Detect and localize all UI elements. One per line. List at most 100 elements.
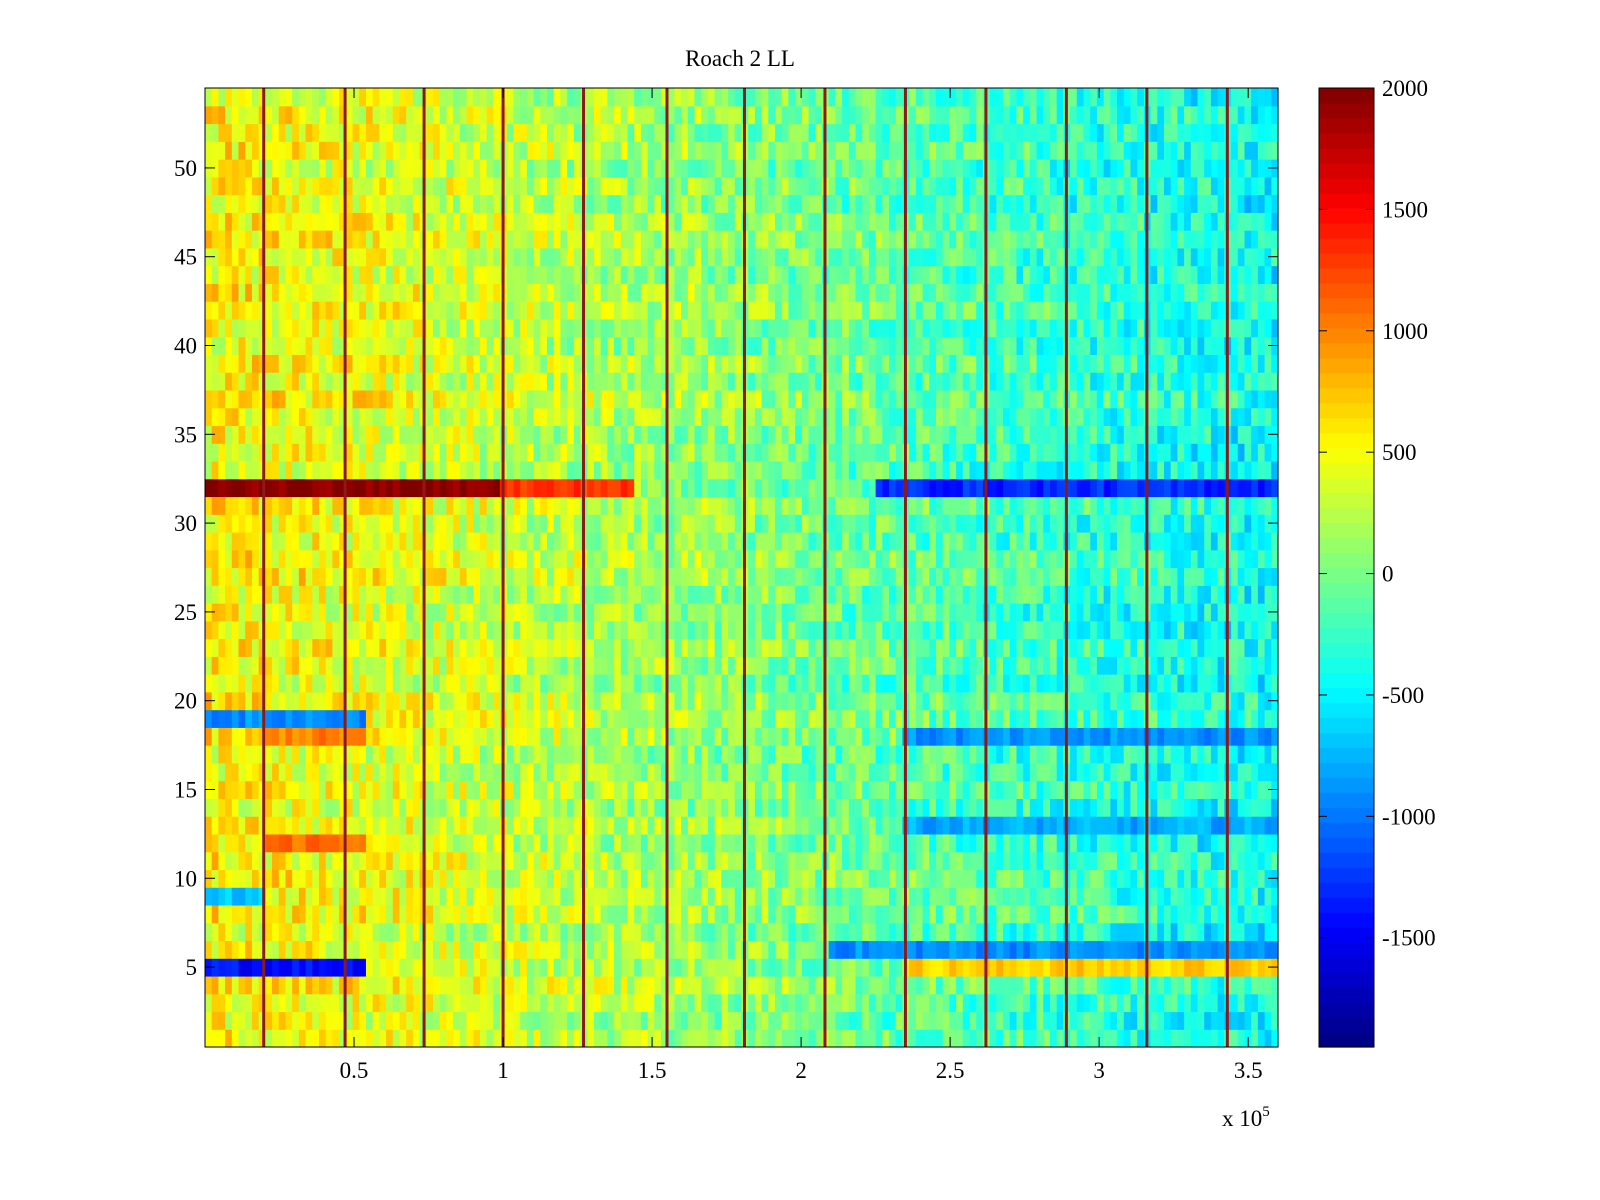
- heatmap-cell: [1190, 585, 1199, 604]
- heatmap-cell: [587, 833, 595, 853]
- heatmap-cell: [1237, 1011, 1246, 1030]
- heatmap-cell: [1150, 869, 1158, 888]
- heatmap-cell: [1217, 904, 1225, 924]
- heatmap-cell: [526, 762, 535, 782]
- heatmap-cell: [392, 638, 401, 657]
- heatmap-cell: [795, 780, 803, 799]
- heatmap-cell: [889, 833, 897, 853]
- heatmap-cell: [828, 869, 836, 888]
- heatmap-cell: [788, 603, 796, 622]
- heatmap-cell: [305, 851, 313, 871]
- heatmap-cell: [1150, 549, 1158, 569]
- heatmap-cell: [1076, 496, 1085, 515]
- heatmap-cell: [714, 549, 722, 569]
- heatmap-cell: [855, 816, 863, 835]
- heatmap-cell: [1264, 975, 1272, 995]
- heatmap-cell: [298, 816, 307, 835]
- heatmap-cell: [962, 531, 971, 551]
- heatmap-cell: [272, 904, 280, 924]
- heatmap-cell: [426, 816, 434, 835]
- heatmap-cell: [889, 656, 897, 675]
- heatmap-cell: [976, 603, 984, 622]
- heatmap-cell: [1244, 833, 1252, 853]
- heatmap-cell: [1103, 975, 1111, 995]
- heatmap-cell: [567, 638, 575, 657]
- heatmap-cell: [687, 638, 696, 657]
- heatmap-cell: [701, 940, 709, 959]
- heatmap-cell: [795, 816, 803, 835]
- heatmap-cell: [1177, 691, 1185, 711]
- heatmap-cell: [687, 674, 696, 693]
- heatmap-cell: [1049, 798, 1058, 817]
- heatmap-cell: [949, 1011, 957, 1030]
- heatmap-cell: [493, 727, 501, 746]
- heatmap-cell: [1043, 904, 1051, 924]
- heatmap-cell: [1003, 887, 1011, 906]
- heatmap-cell: [292, 620, 300, 640]
- heatmap-cell: [828, 549, 836, 569]
- heatmap-cell: [278, 514, 287, 533]
- heatmap-cell: [319, 780, 327, 799]
- heatmap-cell: [1184, 567, 1192, 586]
- heatmap-cell: [386, 816, 394, 835]
- heatmap-cell: [1123, 887, 1132, 906]
- heatmap-cell: [466, 745, 474, 764]
- heatmap-cell: [607, 691, 615, 711]
- heatmap-cell: [640, 585, 649, 604]
- heatmap-cell: [1090, 833, 1098, 853]
- heatmap-cell: [587, 709, 595, 728]
- heatmap-cell: [379, 727, 387, 746]
- heatmap-cell: [479, 993, 488, 1013]
- heatmap-cell: [909, 975, 917, 995]
- heatmap-cell: [399, 798, 407, 817]
- heatmap-cell: [748, 798, 756, 817]
- heatmap-cell: [815, 709, 823, 728]
- heatmap-cell: [278, 745, 287, 764]
- heatmap-cell: [996, 887, 1004, 906]
- heatmap-cell: [701, 727, 709, 746]
- heatmap-cell: [701, 869, 709, 888]
- heatmap-cell: [634, 531, 642, 551]
- heatmap-cell: [540, 904, 548, 924]
- heatmap-cell: [1103, 780, 1111, 799]
- heatmap-cell: [372, 780, 380, 799]
- heatmap-cell: [272, 620, 280, 640]
- heatmap-cell: [433, 1011, 441, 1030]
- heatmap-cell: [1003, 691, 1011, 711]
- heatmap-cell: [687, 514, 696, 533]
- heatmap-cell: [748, 620, 756, 640]
- heatmap-cell: [1157, 816, 1165, 835]
- heatmap-cell: [1036, 798, 1044, 817]
- heatmap-cell: [775, 514, 783, 533]
- heatmap-cell: [915, 1029, 924, 1048]
- heatmap-cell: [600, 745, 608, 764]
- heatmap-cell: [459, 603, 468, 622]
- heatmap-cell: [949, 816, 957, 835]
- heatmap-cell: [714, 727, 722, 746]
- heatmap-cell: [701, 798, 709, 817]
- heatmap-cell: [1184, 691, 1192, 711]
- heatmap-cell: [506, 514, 515, 533]
- heatmap-cell: [1103, 887, 1111, 906]
- heatmap-cell: [479, 656, 488, 675]
- heatmap-cell: [748, 727, 756, 746]
- heatmap-cell: [889, 674, 897, 693]
- heatmap-cell: [1016, 674, 1024, 693]
- heatmap-cell: [788, 762, 796, 782]
- heatmap-cell: [661, 531, 669, 551]
- heatmap-cell: [808, 904, 816, 924]
- heatmap-cell: [855, 762, 863, 782]
- heatmap-cell: [533, 567, 541, 586]
- heatmap-cell: [298, 603, 307, 622]
- heatmap-cell: [426, 496, 434, 515]
- heatmap-cell: [1271, 940, 1279, 959]
- heatmap-cell: [1096, 869, 1105, 888]
- heatmap-cell: [412, 940, 421, 959]
- heatmap-cell: [265, 1029, 273, 1048]
- heatmap-cell: [701, 656, 709, 675]
- heatmap-cell: [627, 780, 635, 799]
- heatmap-cell: [1083, 851, 1091, 871]
- heatmap-cell: [526, 869, 535, 888]
- heatmap-cell: [1231, 922, 1239, 942]
- heatmap-cell: [868, 691, 877, 711]
